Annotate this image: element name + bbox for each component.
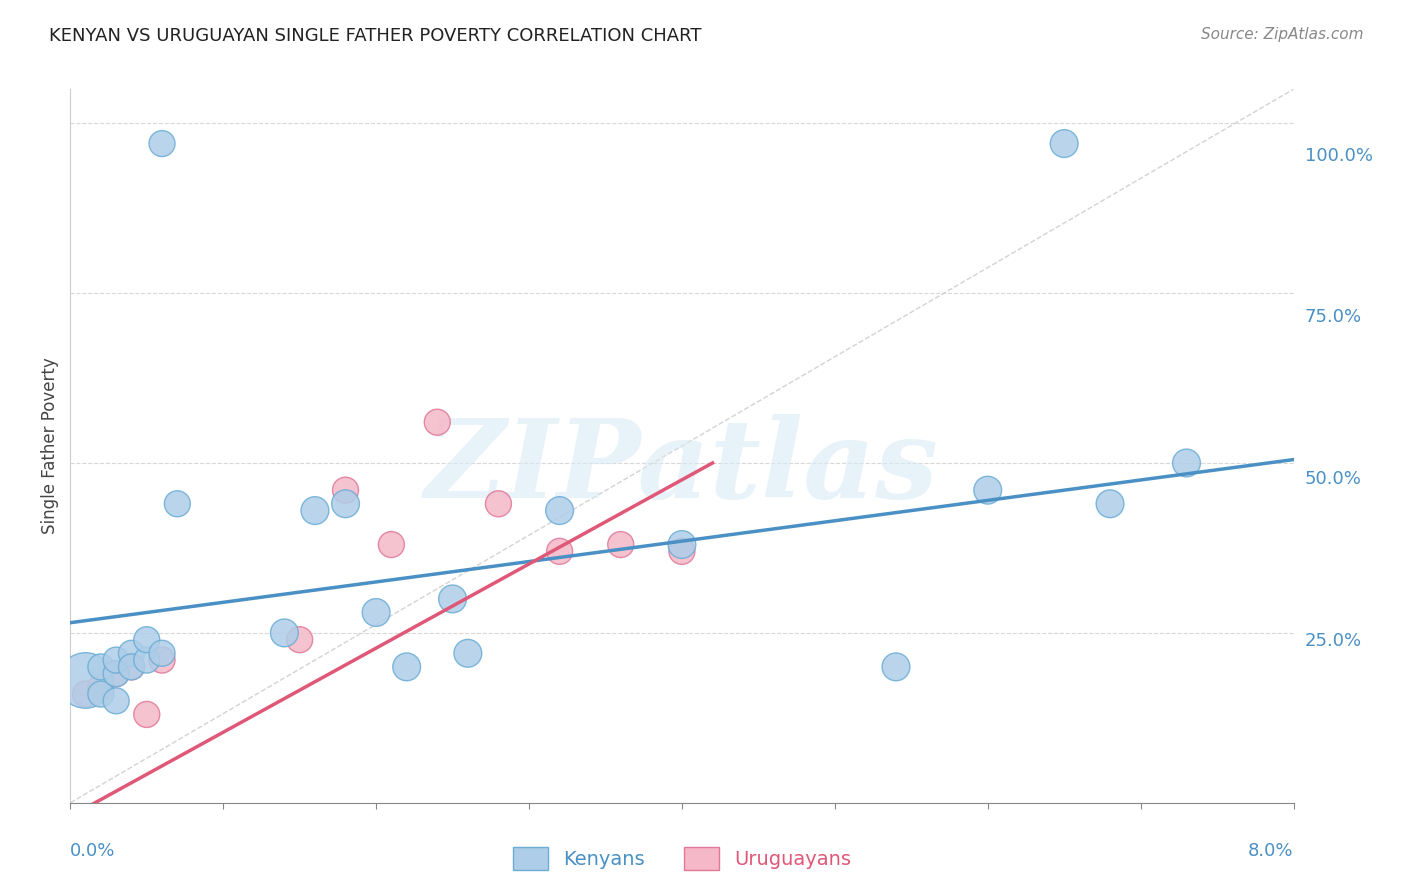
Point	[1053, 136, 1076, 151]
Point	[366, 606, 388, 620]
Point	[121, 646, 143, 660]
Point	[426, 415, 449, 429]
Point	[288, 632, 311, 647]
Point	[75, 673, 97, 688]
Point	[304, 503, 326, 517]
Point	[150, 653, 173, 667]
Text: 0.0%: 0.0%	[70, 842, 115, 860]
Point	[90, 687, 112, 701]
Point	[457, 646, 479, 660]
Point	[884, 660, 907, 674]
Point	[150, 136, 173, 151]
Point	[395, 660, 418, 674]
Point	[105, 653, 128, 667]
Point	[121, 660, 143, 674]
Text: KENYAN VS URUGUAYAN SINGLE FATHER POVERTY CORRELATION CHART: KENYAN VS URUGUAYAN SINGLE FATHER POVERT…	[49, 27, 702, 45]
Point	[335, 483, 357, 498]
Point	[1175, 456, 1198, 470]
Point	[548, 544, 571, 558]
Text: 8.0%: 8.0%	[1249, 842, 1294, 860]
Point	[90, 680, 112, 694]
Point	[671, 544, 693, 558]
Point	[166, 497, 188, 511]
Point	[135, 653, 157, 667]
Text: ZIPatlas: ZIPatlas	[425, 414, 939, 521]
Point	[548, 503, 571, 517]
Point	[671, 537, 693, 551]
Point	[150, 646, 173, 660]
Point	[75, 687, 97, 701]
Point	[441, 591, 464, 606]
Point	[135, 707, 157, 722]
Point	[380, 537, 402, 551]
Point	[976, 483, 998, 498]
Text: 100.0%: 100.0%	[1305, 146, 1372, 164]
Text: Source: ZipAtlas.com: Source: ZipAtlas.com	[1201, 27, 1364, 42]
Point	[273, 626, 295, 640]
Text: 50.0%: 50.0%	[1305, 470, 1361, 488]
Point	[105, 694, 128, 708]
Point	[488, 497, 510, 511]
Y-axis label: Single Father Poverty: Single Father Poverty	[41, 358, 59, 534]
Text: 25.0%: 25.0%	[1305, 632, 1362, 650]
Point	[135, 632, 157, 647]
Point	[121, 660, 143, 674]
Point	[90, 660, 112, 674]
Point	[1099, 497, 1122, 511]
Point	[609, 537, 631, 551]
Legend: Kenyans, Uruguayans: Kenyans, Uruguayans	[498, 831, 866, 886]
Point	[105, 666, 128, 681]
Text: 75.0%: 75.0%	[1305, 309, 1362, 326]
Point	[105, 666, 128, 681]
Point	[335, 497, 357, 511]
